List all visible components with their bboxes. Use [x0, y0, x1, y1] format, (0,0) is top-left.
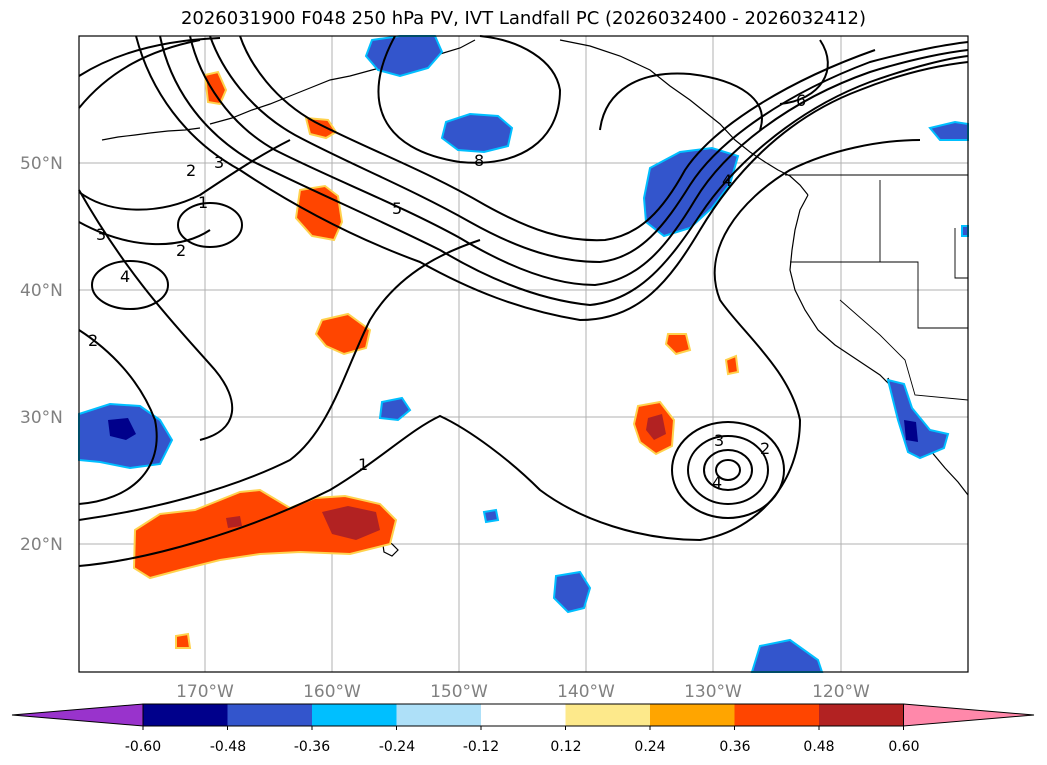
lon-label: 150°W — [430, 682, 488, 702]
colorbar-tick-label: -0.48 — [210, 739, 246, 755]
lon-label: 130°W — [684, 682, 742, 702]
map-plot-area — [79, 36, 968, 672]
contour-label: 4 — [120, 267, 130, 286]
colorbar — [11, 703, 1035, 730]
lat-label: 40°N — [20, 281, 63, 301]
graticule — [79, 36, 968, 672]
ivt-contours — [78, 35, 969, 567]
colorbar-tick-label: -0.36 — [294, 739, 330, 755]
lon-label: 170°W — [176, 682, 234, 702]
lon-label: 140°W — [557, 682, 615, 702]
colorbar-segment — [819, 704, 904, 726]
lat-label: 50°N — [20, 154, 63, 174]
colorbar-tick-labels: -0.60 -0.48 -0.36 -0.24 -0.12 0.12 0.24 … — [125, 739, 920, 755]
colorbar-frame — [142, 703, 904, 727]
strong-negative-pv-anomalies — [108, 418, 918, 442]
contour-label: 2 — [176, 241, 186, 260]
contour-label: 1 — [198, 193, 208, 212]
contour-label: 3 — [96, 225, 106, 244]
contour-label: 2 — [186, 161, 196, 180]
strong-positive-pv-anomalies — [226, 414, 666, 540]
contour-label: 3 — [714, 431, 724, 450]
lat-label: 30°N — [20, 408, 63, 428]
colorbar-segment — [734, 704, 819, 726]
contour-label: 6 — [796, 91, 806, 110]
map-frame — [78, 35, 969, 673]
lon-label: 120°W — [812, 682, 870, 702]
contour-label: 4 — [712, 473, 722, 492]
contour-label: 4 — [722, 171, 732, 190]
colorbar-extend-high — [903, 703, 1035, 727]
colorbar-extend-low — [11, 703, 144, 727]
contour-label: 5 — [392, 199, 402, 218]
colorbar-tick-label: 0.12 — [550, 739, 581, 755]
colorbar-segment — [565, 704, 650, 726]
colorbar-segment — [396, 704, 481, 726]
contour-label: 8 — [474, 151, 484, 170]
latitude-labels: 50°N 40°N 30°N 20°N — [20, 154, 63, 555]
colorbar-segment — [481, 704, 566, 726]
colorbar-tick-label: -0.24 — [379, 739, 415, 755]
contour-label: 2 — [760, 439, 770, 458]
contour-label: 3 — [214, 153, 224, 172]
lon-label: 160°W — [303, 682, 361, 702]
lat-label: 20°N — [20, 535, 63, 555]
contour-labels: 3 2 1 3 4 2 2 5 8 6 4 1 3 2 4 — [88, 91, 806, 492]
contour-label: 1 — [358, 455, 368, 474]
colorbar-segment — [312, 704, 397, 726]
longitude-labels: 170°W 160°W 150°W 140°W 130°W 120°W — [176, 682, 870, 702]
colorbar-tick-label: 0.24 — [634, 739, 665, 755]
colorbar-tick-label: 0.36 — [719, 739, 750, 755]
negative-pv-anomalies — [78, 35, 969, 673]
contour-label: 2 — [88, 331, 98, 350]
colorbar-segment — [143, 704, 228, 726]
colorbar-tick-label: -0.60 — [125, 739, 161, 755]
colorbar-tick-label: 0.60 — [888, 739, 919, 755]
colorbar-tick-label: 0.48 — [803, 739, 834, 755]
political-borders — [785, 174, 969, 401]
map-title: 2026031900 F048 250 hPa PV, IVT Landfall… — [180, 8, 867, 29]
colorbar-segment — [227, 704, 312, 726]
colorbar-tick-label: -0.12 — [463, 739, 499, 755]
colorbar-segment — [650, 704, 735, 726]
